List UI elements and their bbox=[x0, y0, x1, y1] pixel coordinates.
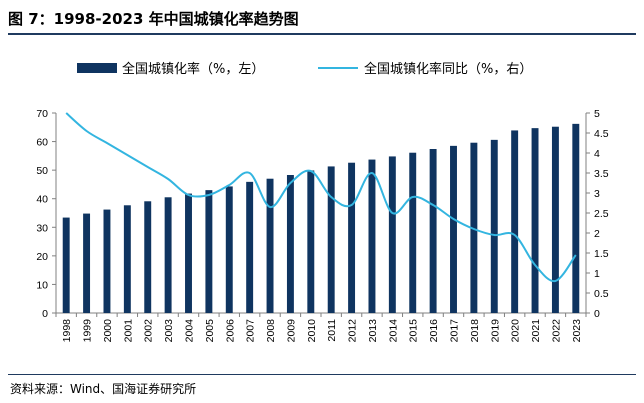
line-series bbox=[65, 112, 577, 283]
urbanization-bar bbox=[266, 178, 274, 313]
x-axis-tick-label: 2015 bbox=[408, 319, 420, 343]
figure-title: 图 7：1998-2023 年中国城镇化率趋势图 bbox=[8, 10, 299, 28]
right-axis-tick-label: 0 bbox=[594, 308, 600, 320]
urbanization-bar bbox=[551, 126, 559, 313]
x-axis-labels: 1998 1999 2000 2001 2002 2003 2004 2005 2006 2007… bbox=[61, 319, 583, 343]
urbanization-bar bbox=[225, 186, 233, 313]
urbanization-bar bbox=[470, 142, 478, 313]
x-axis-tick-label: 2007 bbox=[245, 319, 257, 343]
urbanization-bar bbox=[164, 197, 172, 313]
right-axis-tick-label: 1 bbox=[594, 268, 600, 280]
left-axis-tick-label: 20 bbox=[36, 251, 48, 263]
urbanization-bar bbox=[103, 209, 111, 313]
x-axis-tick-label: 2010 bbox=[306, 319, 318, 343]
urbanization-bar bbox=[429, 149, 437, 313]
yoy-line bbox=[65, 112, 577, 283]
right-axis-tick-label: 4 bbox=[594, 148, 600, 160]
x-axis-tick-label: 2017 bbox=[449, 319, 461, 343]
chart-legend: 全国城镇化率（%，左） 全国城镇化率同比（%，右） bbox=[77, 61, 532, 77]
chart-axes: 0 10 20 30 40 50 60 70 0 0.5 1 1.5 2 2.5 3 3.5 4 4.5 5 bbox=[36, 108, 608, 320]
left-axis-tick-label: 60 bbox=[36, 137, 48, 149]
urbanization-bar bbox=[246, 181, 254, 313]
x-axis-tick-label: 2016 bbox=[428, 319, 440, 343]
x-axis-tick-label: 2006 bbox=[224, 319, 236, 343]
urbanization-bar bbox=[368, 159, 376, 313]
x-axis-tick-label: 2004 bbox=[184, 319, 196, 343]
right-axis-tick-label: 3 bbox=[594, 188, 600, 200]
left-axis-tick-label: 0 bbox=[42, 308, 48, 320]
right-axis-tick-label: 3.5 bbox=[594, 168, 609, 180]
left-axis-tick-label: 30 bbox=[36, 222, 48, 234]
right-axis-tick-label: 2 bbox=[594, 228, 600, 240]
source-divider bbox=[8, 374, 636, 375]
right-axis-tick-label: 2.5 bbox=[594, 208, 609, 220]
x-axis-tick-label: 2018 bbox=[469, 319, 481, 343]
urbanization-bar bbox=[62, 217, 70, 313]
urbanization-bar bbox=[348, 162, 356, 313]
x-axis-tick-label: 2012 bbox=[347, 319, 359, 343]
urbanization-bar bbox=[511, 130, 519, 313]
urbanization-bar bbox=[388, 156, 396, 313]
x-axis-tick-label: 2023 bbox=[571, 319, 583, 343]
urbanization-chart: 全国城镇化率（%，左） 全国城镇化率同比（%，右） 010203040506070… bbox=[36, 61, 608, 343]
x-axis-tick-label: 1998 bbox=[61, 319, 73, 343]
right-axis-tick-label: 1.5 bbox=[594, 248, 609, 260]
x-axis-tick-label: 2001 bbox=[122, 319, 134, 343]
right-axis-tick-label: 4.5 bbox=[594, 128, 609, 140]
x-axis-tick-label: 2000 bbox=[102, 319, 114, 343]
urbanization-bar bbox=[123, 205, 131, 313]
x-axis-tick-label: 2008 bbox=[265, 319, 277, 343]
right-axis-tick-label: 0.5 bbox=[594, 288, 609, 300]
x-axis-tick-label: 2013 bbox=[367, 319, 379, 343]
urbanization-bar bbox=[572, 123, 580, 313]
urbanization-bar bbox=[450, 145, 457, 313]
x-axis-tick-label: 1999 bbox=[82, 319, 94, 343]
legend-bar-swatch bbox=[77, 63, 117, 73]
left-axis-tick-label: 70 bbox=[36, 108, 48, 120]
x-axis-tick-label: 2014 bbox=[387, 319, 399, 343]
urbanization-bar bbox=[327, 166, 335, 313]
legend-label-urbanization-rate: 全国城镇化率（%，左） bbox=[122, 61, 264, 77]
x-axis-tick-label: 2022 bbox=[550, 319, 562, 343]
urbanization-bar bbox=[185, 193, 192, 313]
urbanization-bar bbox=[409, 152, 417, 313]
x-axis-tick-label: 2002 bbox=[143, 319, 155, 343]
x-axis-tick-label: 2019 bbox=[489, 319, 501, 343]
x-axis-tick-label: 2009 bbox=[285, 319, 297, 343]
urbanization-bar bbox=[307, 170, 315, 313]
x-axis-tick-label: 2003 bbox=[163, 319, 175, 343]
x-axis-tick-label: 2005 bbox=[204, 319, 216, 343]
urbanization-bar bbox=[531, 128, 539, 313]
urbanization-bar bbox=[205, 190, 213, 313]
urbanization-bar bbox=[83, 213, 91, 313]
right-axis-tick-label: 5 bbox=[594, 108, 600, 120]
source-note: 资料来源：Wind、国海证券研究所 bbox=[10, 382, 197, 396]
urbanization-bar bbox=[286, 175, 294, 313]
x-axis-tick-label: 2020 bbox=[510, 319, 522, 343]
urbanization-bar bbox=[144, 201, 152, 313]
urbanization-bar bbox=[490, 139, 498, 313]
legend-label-yoy: 全国城镇化率同比（%，右） bbox=[364, 61, 532, 77]
bar-series bbox=[62, 123, 580, 313]
left-axis-tick-label: 50 bbox=[36, 165, 48, 177]
title-divider bbox=[8, 33, 636, 35]
x-axis-tick-label: 2011 bbox=[326, 319, 338, 342]
left-axis-tick-label: 10 bbox=[36, 279, 48, 291]
left-axis-tick-label: 40 bbox=[36, 194, 48, 206]
x-axis-tick-label: 2021 bbox=[530, 319, 542, 343]
